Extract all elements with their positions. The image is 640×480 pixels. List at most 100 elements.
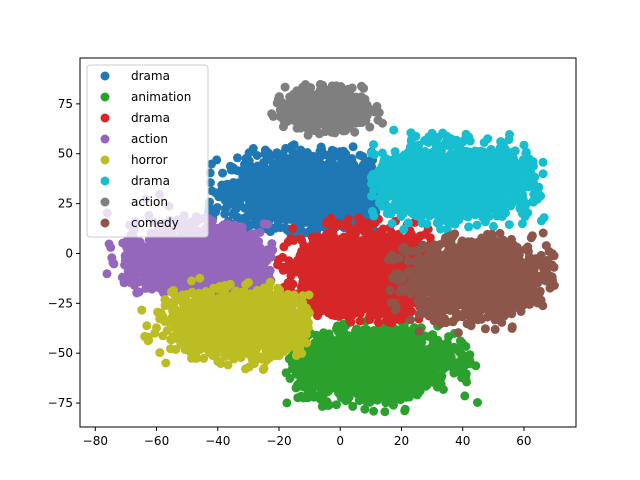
point	[245, 164, 255, 174]
point	[309, 157, 319, 167]
point	[380, 407, 390, 417]
point	[296, 371, 306, 381]
point	[362, 353, 372, 363]
point	[287, 359, 297, 369]
point	[288, 211, 298, 221]
point	[459, 361, 469, 371]
point	[348, 401, 358, 411]
point	[369, 406, 379, 416]
point	[228, 178, 238, 187]
point	[260, 145, 270, 155]
point	[239, 213, 249, 223]
points-layer	[102, 79, 559, 417]
point	[292, 187, 302, 197]
point	[252, 163, 262, 173]
point	[395, 327, 405, 337]
point	[269, 165, 279, 175]
point	[393, 392, 403, 402]
point	[282, 398, 292, 408]
point	[360, 394, 370, 404]
point	[355, 316, 365, 326]
point	[218, 168, 228, 178]
point	[354, 176, 364, 186]
point	[409, 384, 419, 394]
point	[350, 385, 360, 395]
point	[457, 373, 467, 383]
point	[360, 385, 370, 395]
point	[212, 155, 222, 165]
point	[252, 151, 262, 160]
point	[360, 404, 370, 414]
point	[311, 179, 321, 189]
point	[374, 358, 384, 368]
point	[220, 209, 230, 219]
point	[348, 142, 358, 152]
point	[369, 370, 378, 380]
point	[324, 400, 334, 410]
point	[460, 391, 470, 401]
point	[359, 163, 368, 173]
point	[360, 341, 370, 351]
point	[341, 396, 351, 406]
point	[330, 182, 340, 192]
point	[311, 190, 321, 200]
point	[233, 153, 242, 163]
point	[276, 223, 285, 233]
point	[347, 160, 356, 170]
point	[437, 371, 447, 381]
point	[265, 155, 275, 165]
point	[256, 186, 266, 196]
point	[248, 144, 258, 153]
point	[417, 363, 427, 373]
point	[272, 183, 282, 193]
point	[287, 171, 297, 181]
point	[212, 203, 222, 212]
point	[316, 142, 326, 152]
point	[438, 351, 448, 361]
point	[299, 393, 309, 403]
point	[228, 165, 238, 175]
point	[376, 347, 386, 357]
point	[316, 335, 326, 345]
point	[291, 162, 301, 172]
point	[444, 332, 454, 342]
point	[238, 171, 248, 181]
point	[304, 355, 314, 365]
point	[438, 385, 448, 394]
point	[304, 381, 314, 391]
point	[337, 349, 347, 359]
point	[432, 359, 442, 369]
point	[327, 161, 337, 171]
point	[291, 383, 301, 393]
point	[354, 366, 363, 375]
point	[454, 344, 464, 354]
point	[401, 337, 411, 347]
point	[420, 350, 429, 359]
series-0-drama	[204, 140, 382, 238]
point	[213, 190, 223, 200]
point	[378, 367, 388, 377]
point	[370, 392, 380, 402]
point	[387, 378, 396, 388]
point	[356, 328, 366, 338]
point	[296, 145, 306, 155]
point	[473, 398, 482, 407]
point	[337, 367, 347, 377]
point	[236, 193, 246, 203]
point	[301, 209, 311, 219]
point	[270, 175, 280, 185]
point	[244, 156, 254, 166]
point	[303, 217, 313, 227]
point	[409, 374, 419, 384]
point	[244, 204, 254, 214]
point	[285, 144, 295, 154]
point	[340, 330, 350, 340]
point	[471, 361, 481, 371]
point	[400, 406, 410, 416]
point	[375, 334, 385, 344]
point	[365, 330, 375, 340]
point	[288, 223, 298, 233]
point	[333, 200, 343, 210]
point	[355, 150, 365, 160]
